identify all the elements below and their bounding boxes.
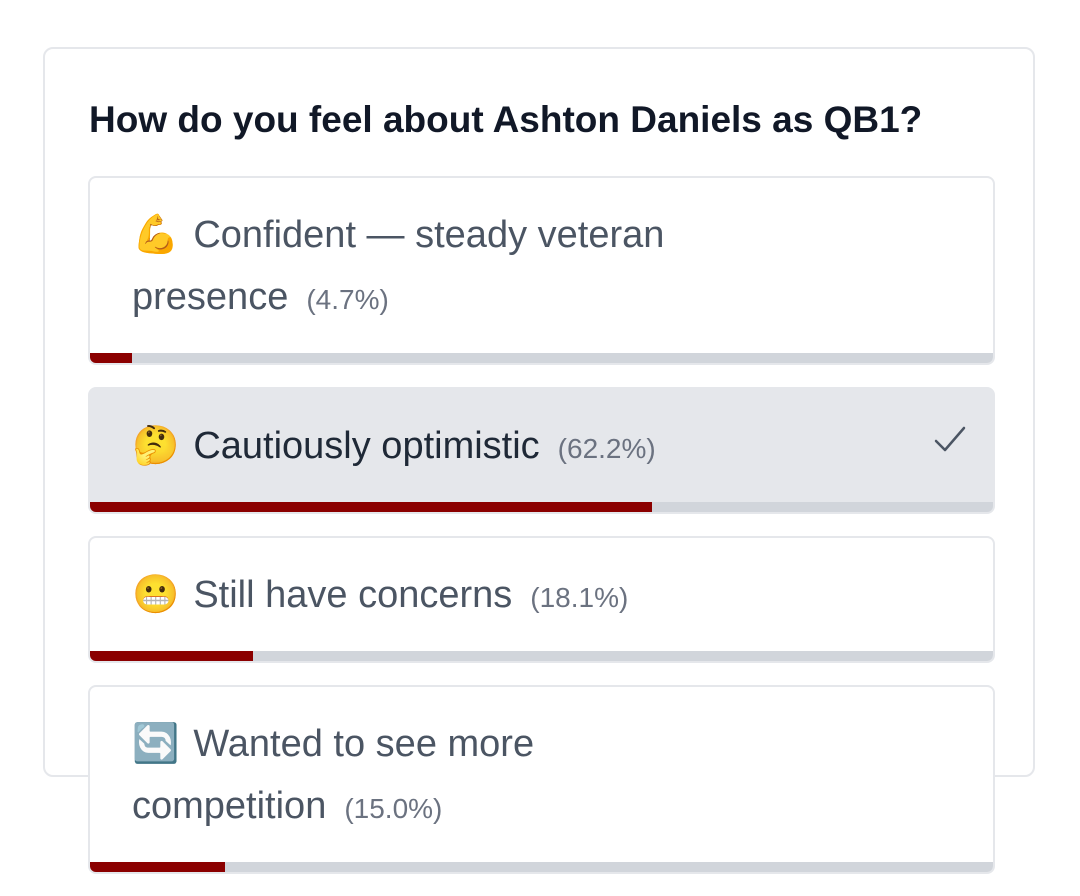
- option-label: Cautiously optimistic: [193, 425, 540, 467]
- option-emoji: 🔄: [132, 723, 180, 765]
- option-percent: (15.0%): [344, 793, 443, 824]
- progress-track: [90, 353, 993, 363]
- option-label: Confident — steady veteran presence: [132, 214, 665, 318]
- option-emoji: 🤔: [132, 425, 180, 467]
- option-emoji: 😬: [132, 574, 180, 616]
- selected-check: [934, 426, 966, 452]
- progress-track: [90, 862, 993, 872]
- progress-bar: [90, 651, 254, 661]
- option-text: 🔄 Wanted to see more competition (15.0%): [132, 713, 793, 840]
- page: How do you feel about Ashton Daniels as …: [43, 47, 1035, 874]
- poll-option[interactable]: 🤔 Cautiously optimistic (62.2%): [88, 387, 995, 514]
- poll-option[interactable]: 😬 Still have concerns (18.1%): [88, 536, 995, 663]
- option-text: 💪 Confident — steady veteran presence (4.7…: [132, 204, 793, 331]
- option-emoji: 💪: [132, 214, 180, 256]
- progress-bar: [90, 862, 226, 872]
- progress-track: [90, 651, 993, 661]
- poll-card: How do you feel about Ashton Daniels as …: [43, 47, 1035, 874]
- option-percent: (62.2%): [557, 433, 656, 464]
- option-list: 💪 Confident — steady veteran presence (4.7…: [88, 176, 995, 896]
- option-text: 😬 Still have concerns (18.1%): [132, 564, 793, 629]
- poll-option[interactable]: 🔄 Wanted to see more competition (15.0%): [88, 685, 995, 874]
- option-label: Still have concerns: [193, 574, 513, 616]
- poll-title: How do you feel about Ashton Daniels as …: [89, 99, 923, 140]
- poll-option[interactable]: 💪 Confident — steady veteran presence (4.7…: [88, 176, 995, 365]
- option-text: 🤔 Cautiously optimistic (62.2%): [132, 415, 793, 480]
- progress-track: [90, 502, 993, 512]
- option-percent: (18.1%): [530, 582, 629, 613]
- progress-bar: [90, 502, 652, 512]
- option-percent: (4.7%): [306, 284, 389, 315]
- progress-bar: [90, 353, 133, 363]
- option-label: Wanted to see more competition: [132, 723, 535, 827]
